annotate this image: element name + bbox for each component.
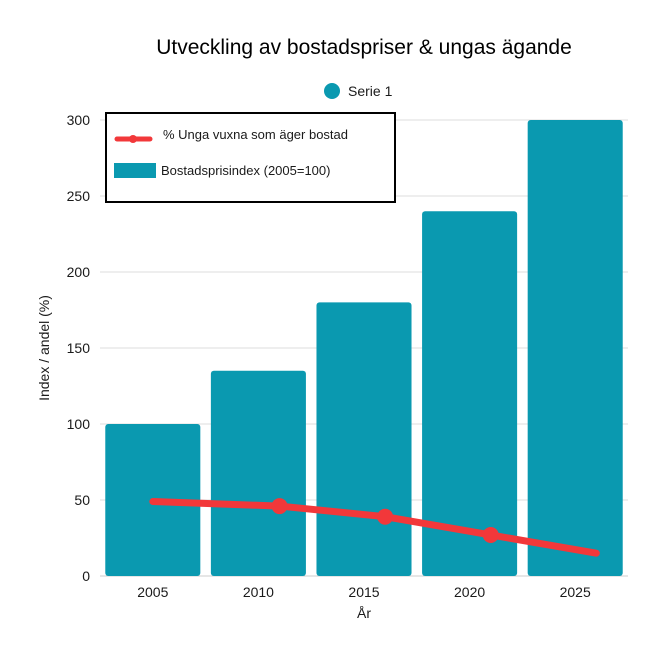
line-point	[482, 526, 499, 543]
x-axis-label: År	[357, 605, 371, 621]
line-series	[149, 498, 600, 557]
y-tick-label: 150	[67, 340, 91, 356]
x-tick-label: 2005	[137, 584, 168, 600]
bars	[105, 120, 623, 576]
bar	[422, 211, 518, 576]
top-legend-label: Serie 1	[348, 83, 393, 99]
legend-label-line: % Unga vuxna som äger bostad	[163, 127, 348, 142]
y-tick-label: 200	[67, 264, 91, 280]
y-tick-label: 100	[67, 416, 91, 432]
x-tick-label: 2010	[243, 584, 274, 600]
legend-line-marker	[129, 135, 137, 143]
bar	[527, 120, 623, 576]
line-point	[377, 508, 394, 525]
legend-bar-swatch	[114, 163, 156, 178]
chart-title: Utveckling av bostadspriser & ungas ägan…	[156, 36, 572, 59]
legend-box	[105, 112, 396, 203]
legend: % Unga vuxna som äger bostad Bostadspris…	[105, 112, 396, 203]
y-tick-label: 250	[67, 188, 91, 204]
bar	[316, 302, 412, 576]
top-legend: Serie 1	[324, 83, 393, 99]
bar	[210, 370, 306, 576]
top-legend-swatch	[324, 83, 340, 99]
y-axis-label: Index / andel (%)	[36, 295, 52, 401]
x-tick-label: 2015	[348, 584, 379, 600]
y-tick-label: 50	[74, 492, 90, 508]
legend-label-bars: Bostadsprisindex (2005=100)	[161, 163, 330, 178]
x-tick-label: 2025	[560, 584, 591, 600]
y-tick-label: 0	[82, 568, 90, 584]
x-axis-ticks: 2005 2010 2015 2020 2025	[137, 584, 591, 600]
y-tick-label: 300	[67, 112, 91, 128]
x-tick-label: 2020	[454, 584, 485, 600]
y-axis-ticks: 0 50 100 150 200 250 300	[67, 112, 91, 584]
line-point	[271, 498, 288, 515]
